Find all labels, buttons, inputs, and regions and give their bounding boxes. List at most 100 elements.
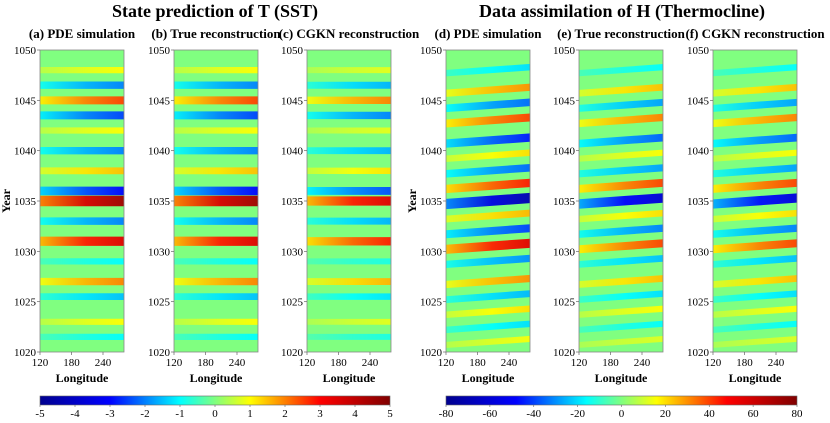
stripe: [713, 178, 797, 193]
heatmap-stripes: [174, 67, 258, 340]
panel-5: (e) True reconstruction 1020 1025 1030 1035 1…: [553, 26, 686, 385]
y-tick-label: 1050: [281, 45, 304, 57]
stripe: [446, 335, 530, 348]
x-tick-label: 120: [705, 357, 722, 369]
stripe: [446, 178, 530, 194]
stripe: [713, 64, 797, 77]
panel-4: (d) PDE simulation 1020 1025 1030 1035 1040 10…: [405, 26, 542, 385]
colorbar-tick-label: -40: [526, 408, 541, 418]
stripe: [713, 224, 797, 238]
colorbar-tick-label: -2: [140, 408, 149, 418]
stripe: [446, 149, 530, 162]
x-tick-label: 120: [32, 357, 49, 369]
stripe: [579, 98, 663, 112]
stripe: [40, 81, 124, 89]
stripe: [40, 67, 124, 74]
stripe: [174, 167, 258, 175]
x-tick-label: 120: [571, 357, 588, 369]
panel-title: (e) True reconstruction: [557, 26, 686, 41]
stripe: [579, 83, 663, 97]
heatmap-stripes: [579, 64, 663, 348]
colorbar-tick-label: 0: [212, 408, 218, 418]
y-tick-label: 1030: [420, 246, 443, 258]
stripe: [713, 305, 797, 318]
panel-6: (f) CGKN reconstruction 1020 1025 1030 1035 1…: [685, 26, 825, 385]
x-axis-label: Longitude: [595, 371, 648, 385]
stripe: [713, 290, 797, 303]
x-axis-label: Longitude: [729, 371, 782, 385]
stripe: [446, 290, 530, 304]
stripe: [174, 217, 258, 225]
stripe: [174, 277, 258, 286]
heatmap-panels: (a) PDE simulation 1020 1025 1030 1035 1040 10…: [0, 26, 825, 385]
stripe: [579, 193, 663, 209]
stripe: [446, 192, 530, 210]
y-tick-label: 1020: [420, 347, 443, 359]
stripe: [174, 96, 258, 105]
stripe: [174, 186, 258, 196]
stripe: [713, 275, 797, 288]
y-tick-label: 1025: [553, 297, 576, 309]
y-tick-label: 1025: [281, 297, 304, 309]
stripe: [446, 98, 530, 113]
y-tick-label: 1030: [148, 246, 171, 258]
x-tick-label: 240: [501, 357, 518, 369]
x-tick-label: 120: [438, 357, 455, 369]
y-tick-label: 1045: [553, 95, 576, 107]
stripe: [579, 164, 663, 178]
stripe: [579, 113, 663, 128]
right-title: Data assimilation of H (Thermocline): [479, 1, 765, 22]
stripe: [307, 333, 391, 340]
stripe: [307, 186, 391, 195]
colorbar-gradient: [39, 395, 391, 406]
colorbar-tick-label: 2: [282, 408, 288, 418]
panel-1: (a) PDE simulation 1020 1025 1030 1035 1040 10…: [0, 26, 136, 385]
colorbar-tick-label: 3: [317, 408, 323, 418]
stripe: [446, 254, 530, 269]
y-tick-label: 1025: [687, 297, 710, 309]
colorbar-gradient: [445, 395, 798, 406]
stripe: [713, 113, 797, 128]
y-tick-label: 1050: [420, 45, 443, 57]
x-tick-label: 180: [469, 357, 486, 369]
y-tick-label: 1045: [14, 95, 37, 107]
x-tick-label: 180: [330, 357, 347, 369]
colorbar-tick-label: 20: [660, 408, 672, 418]
y-tick-label: 1030: [281, 246, 304, 258]
stripe: [446, 113, 530, 128]
stripe: [307, 67, 391, 74]
y-tick-label: 1040: [281, 146, 304, 158]
y-tick-label: 1045: [148, 95, 171, 107]
y-tick-label: 1020: [687, 347, 710, 359]
stripe: [446, 163, 530, 178]
stripe: [307, 147, 391, 155]
stripe: [579, 320, 663, 333]
heatmap-stripes: [40, 67, 124, 340]
stripe: [446, 224, 530, 239]
stripe: [713, 133, 797, 148]
x-axis-label: Longitude: [56, 371, 109, 385]
x-tick-label: 240: [229, 357, 246, 369]
stripe: [713, 209, 797, 223]
stripe: [40, 111, 124, 120]
stripe: [446, 133, 530, 148]
stripe: [579, 133, 663, 148]
stripe: [446, 320, 530, 334]
y-tick-label: 1040: [553, 146, 576, 158]
stripe: [40, 236, 124, 246]
y-tick-label: 1030: [687, 246, 710, 258]
x-tick-label: 180: [63, 357, 80, 369]
stripe: [174, 127, 258, 134]
y-axis-label: Year: [405, 188, 419, 213]
x-axis-label: Longitude: [190, 371, 243, 385]
stripe: [713, 193, 797, 209]
stripe: [174, 111, 258, 120]
stripe: [307, 167, 391, 175]
y-tick-label: 1050: [687, 45, 710, 57]
stripe: [174, 258, 258, 265]
stripe: [174, 333, 258, 340]
y-tick-label: 1020: [553, 347, 576, 359]
colorbar-tick-label: 0: [619, 408, 625, 418]
